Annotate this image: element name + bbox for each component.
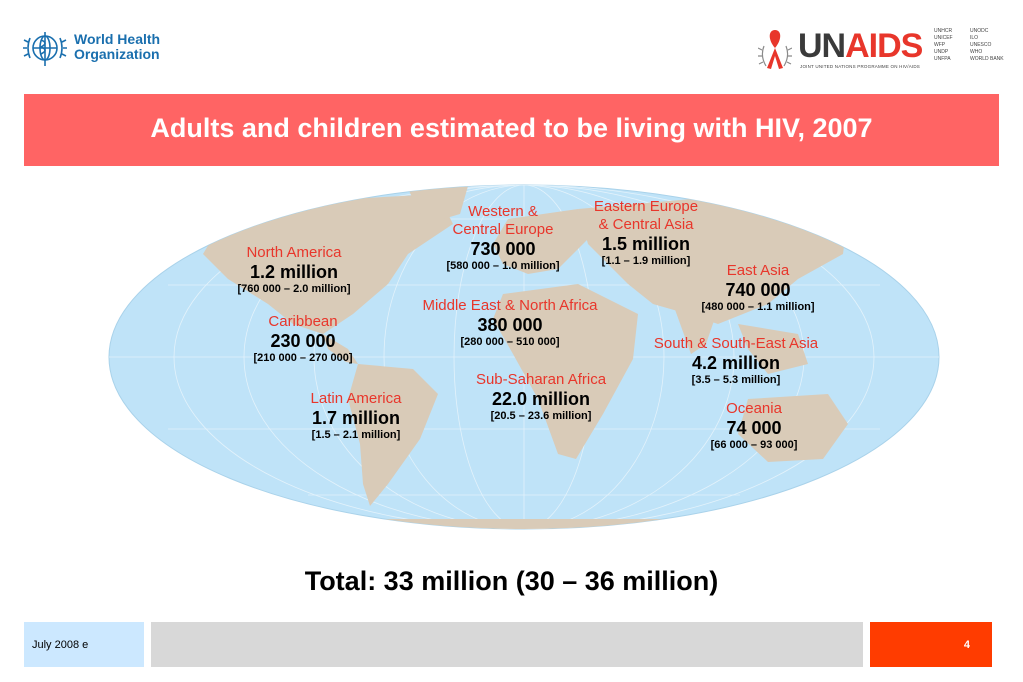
who-logo: World Health Organization — [22, 26, 172, 70]
unaids-subtitle: JOINT UNITED NATIONS PROGRAMME ON HIV/AI… — [800, 64, 920, 69]
region-name: Eastern Europe — [593, 198, 699, 215]
footer-bar — [151, 622, 863, 667]
region-range: [280 000 – 510 000] — [460, 336, 560, 348]
unaids-wordmark: UNAIDS — [798, 27, 923, 65]
region-name: Caribbean — [268, 313, 338, 330]
region-value: 740 000 — [725, 280, 791, 300]
region-value: 1.5 million — [601, 234, 691, 254]
region-range: [1.1 – 1.9 million] — [601, 255, 691, 267]
region-range: [66 000 – 93 000] — [710, 439, 798, 451]
region-range: [3.5 – 5.3 million] — [691, 374, 781, 386]
region-value: 4.2 million — [691, 353, 781, 373]
cosponsor: UNDP — [934, 49, 949, 55]
region-middle-east-north-africa: Middle East & North Africa 380 000 [280 … — [390, 297, 630, 349]
who-line2: Organization — [74, 46, 160, 62]
region-eastern-europe-central-asia: Eastern Europe & Central Asia 1.5 millio… — [568, 198, 724, 268]
unaids-wordmark-aids: AIDS — [845, 27, 923, 65]
region-range: [20.5 – 23.6 million] — [490, 410, 592, 422]
region-name-line2: Central Europe — [452, 221, 554, 238]
region-name: Middle East & North Africa — [422, 297, 598, 314]
cosponsor: UNHCR — [934, 28, 953, 34]
region-range: [580 000 – 1.0 million] — [446, 260, 560, 272]
region-south-southeast-asia: South & South-East Asia 4.2 million [3.5… — [628, 335, 844, 387]
page-number: 4 — [963, 639, 970, 651]
region-north-america: North America 1.2 million [760 000 – 2.0… — [218, 244, 370, 296]
unaids-cosponsors: UNHCR UNODC UNICEF ILO WFP UNESCO UNDP WHO U… — [934, 28, 1008, 63]
region-name: Western & — [468, 203, 538, 220]
region-value: 22.0 million — [491, 389, 591, 409]
australia-landmass — [738, 394, 848, 462]
region-name: Sub-Saharan Africa — [475, 371, 607, 388]
region-value: 74 000 — [726, 418, 782, 438]
region-value: 1.7 million — [311, 408, 401, 428]
unaids-logo: UNAIDS JOINT UNITED NATIONS PROGRAMME ON… — [758, 24, 1008, 76]
region-name: Latin America — [310, 390, 402, 407]
cosponsor: UNESCO — [970, 42, 992, 48]
region-latin-america: Latin America 1.7 million [1.5 – 2.1 mil… — [281, 390, 431, 442]
region-name: North America — [246, 244, 342, 261]
asia-landmass — [578, 194, 848, 324]
who-line1: World Health — [74, 31, 161, 47]
who-emblem-icon — [23, 32, 67, 66]
region-range: [480 000 – 1.1 million] — [701, 301, 815, 313]
region-value: 230 000 — [270, 331, 336, 351]
footer-date-box: July 2008 e — [24, 622, 144, 667]
cosponsor: UNFPA — [934, 56, 951, 62]
region-name: East Asia — [726, 262, 790, 279]
region-name: South & South-East Asia — [653, 335, 819, 352]
region-value: 1.2 million — [249, 262, 339, 282]
title-banner: Adults and children estimated to be livi… — [24, 94, 999, 166]
region-east-asia: East Asia 740 000 [480 000 – 1.1 million… — [680, 262, 836, 314]
cosponsor: UNICEF — [934, 35, 953, 41]
who-logo-text: World Health Organization — [74, 32, 160, 62]
world-map — [108, 184, 940, 530]
antarctica-landmass — [208, 519, 838, 529]
region-name-line2: & Central Asia — [598, 216, 694, 233]
footer-date: July 2008 e — [32, 639, 89, 651]
total-estimate: Total: 33 million (30 – 36 million) — [304, 566, 719, 596]
europe-landmass — [493, 209, 588, 274]
slide-title: Adults and children estimated to be livi… — [150, 113, 873, 143]
cosponsor: WFP — [934, 42, 946, 48]
region-value: 730 000 — [470, 239, 536, 259]
region-value: 380 000 — [477, 315, 543, 335]
southeast-asia-landmass — [738, 324, 808, 374]
cosponsor: WORLD BANK — [970, 56, 1004, 62]
unaids-wordmark-un: UN — [798, 27, 846, 65]
north-america-landmass — [203, 194, 453, 334]
central-america-landmass — [323, 334, 358, 364]
region-western-central-europe: Western & Central Europe 730 000 [580 00… — [420, 203, 586, 273]
region-oceania: Oceania 74 000 [66 000 – 93 000] — [680, 400, 828, 452]
cosponsor: WHO — [970, 49, 983, 55]
cosponsor: UNODC — [970, 28, 989, 34]
cosponsor: ILO — [970, 35, 979, 41]
region-range: [210 000 – 270 000] — [253, 352, 353, 364]
africa-landmass — [493, 284, 638, 459]
region-range: [1.5 – 2.1 million] — [311, 429, 401, 441]
footer-page-box: 4 — [870, 622, 992, 667]
region-caribbean: Caribbean 230 000 [210 000 – 270 000] — [228, 313, 378, 365]
india-landmass — [673, 304, 718, 354]
region-sub-saharan-africa: Sub-Saharan Africa 22.0 million [20.5 – … — [446, 371, 636, 423]
red-ribbon-icon — [758, 30, 792, 69]
region-name: Oceania — [726, 400, 782, 417]
south-america-landmass — [348, 364, 438, 506]
greenland-landmass — [408, 186, 468, 224]
region-range: [760 000 – 2.0 million] — [237, 283, 351, 295]
